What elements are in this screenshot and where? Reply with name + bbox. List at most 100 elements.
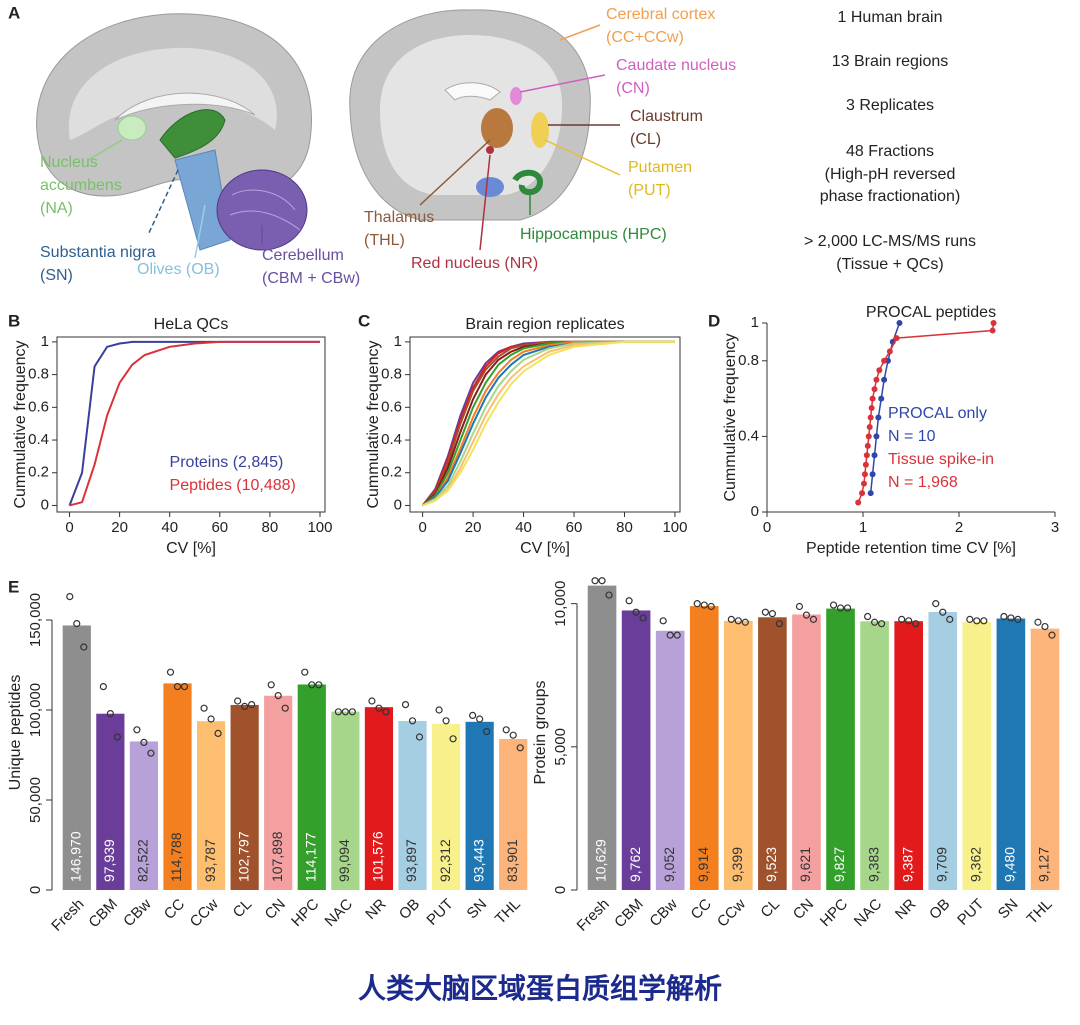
replicate-point: [106, 709, 114, 718]
x-tick-label: CBM: [611, 896, 647, 932]
y-tick-label: 0.4: [28, 431, 49, 448]
bar-value-label: 101,576: [370, 831, 386, 882]
replicate-point: [382, 708, 390, 716]
replicate-point: [267, 681, 275, 689]
data-point: [990, 320, 997, 326]
bar: [724, 620, 753, 890]
replicate-point: [905, 617, 913, 625]
series-line: [421, 340, 675, 507]
replicate-point: [1041, 622, 1049, 631]
replicate-point: [308, 681, 316, 689]
bar: [1030, 628, 1060, 890]
data-point: [868, 405, 875, 412]
x-tick-label: 40: [161, 519, 178, 536]
replicate-point: [932, 600, 940, 608]
bar-value-label: 97,939: [101, 839, 117, 882]
bar-value-label: 9,523: [763, 847, 779, 882]
y-tick-label: 0.2: [28, 464, 49, 481]
chart-title: HeLa QCs: [154, 316, 229, 333]
summary-line: phase fractionation): [820, 188, 961, 205]
region-label: Olives (OB): [137, 261, 220, 278]
x-tick-label: OB: [926, 896, 953, 923]
plot-frame: [56, 336, 326, 513]
replicate-point: [73, 619, 81, 628]
chart-title: Brain region replicates: [465, 316, 624, 333]
replicate-point: [99, 682, 107, 691]
bar: [689, 606, 719, 890]
region-label: Putamen: [628, 159, 692, 176]
data-point: [876, 367, 883, 374]
legend-note: N = 1,968: [888, 474, 958, 491]
bar-value-label: 9,709: [933, 847, 949, 882]
y-tick-label: 0: [751, 503, 759, 520]
data-point: [864, 442, 871, 449]
replicate-point: [401, 700, 410, 709]
bar-value-label: 9,387: [899, 847, 915, 882]
bar: [431, 723, 461, 890]
y-tick-label: 100,000: [27, 683, 44, 737]
bar: [398, 720, 427, 890]
replicate-point: [843, 604, 852, 612]
y-tick-label: 0.6: [28, 398, 49, 415]
replicate-point: [147, 749, 155, 757]
replicate-point: [1034, 618, 1042, 626]
region-label: Red nucleus (NR): [411, 255, 538, 272]
bar: [129, 741, 159, 890]
replicate-point: [348, 708, 356, 716]
x-tick-label: NAC: [322, 895, 357, 930]
bar-value-label: 99,094: [336, 839, 352, 882]
replicate-point: [666, 631, 674, 639]
replicate-point: [829, 601, 838, 609]
y-tick-label: 0: [394, 496, 402, 513]
legend-entry: Tissue spike-in: [888, 451, 994, 468]
region-label: (CBM + CBw): [262, 270, 360, 287]
y-tick-label: 0: [41, 496, 49, 513]
x-tick-label: SN: [464, 896, 491, 923]
replicate-point: [476, 715, 484, 723]
x-axis-label: Peptide retention time CV [%]: [806, 540, 1016, 557]
series-line: [69, 340, 320, 507]
data-point: [878, 395, 885, 402]
summary-line: 48 Fractions: [846, 143, 934, 160]
series-line: [422, 340, 675, 507]
bar: [996, 618, 1026, 890]
replicate-point: [341, 708, 349, 716]
region-label: Cerebral cortex: [606, 6, 715, 23]
replicate-point: [66, 592, 74, 601]
bar-value-label: 92,312: [437, 839, 453, 882]
replicate-point: [693, 600, 701, 608]
data-point: [893, 335, 900, 342]
legend-note: N = 10: [888, 428, 936, 445]
bar: [96, 713, 125, 890]
region-label: Thalamus: [364, 209, 434, 226]
x-tick-label: 80: [616, 519, 633, 536]
bar: [62, 625, 91, 890]
replicate-point: [878, 620, 886, 628]
y-tick-label: 0: [27, 886, 44, 894]
y-tick-label: 1: [394, 333, 402, 350]
replicate-point: [368, 697, 376, 705]
replicate-point: [898, 615, 906, 623]
x-tick-label: 1: [859, 519, 867, 536]
y-tick-label: 0.2: [381, 464, 402, 481]
region-label: Substantia nigra: [40, 244, 156, 261]
bar-value-label: 9,827: [831, 847, 847, 882]
replicate-point: [912, 620, 920, 628]
x-tick-label: SN: [995, 896, 1022, 923]
replicate-point: [140, 738, 148, 747]
panel-letter: B: [8, 311, 20, 330]
y-axis-label: Cummulative frequency: [722, 333, 739, 501]
replicate-point: [1014, 615, 1022, 623]
bar: [792, 614, 821, 890]
replicate-point: [980, 617, 988, 625]
x-tick-label: CCw: [714, 895, 749, 930]
replicate-point: [741, 618, 749, 626]
replicate-point: [435, 706, 443, 714]
replicate-point: [598, 577, 606, 585]
bar-value-label: 9,914: [695, 847, 711, 882]
bar-value-label: 9,052: [661, 847, 677, 882]
x-tick-label: 0: [65, 519, 73, 536]
replicate-point: [408, 717, 417, 725]
replicate-point: [795, 602, 804, 611]
